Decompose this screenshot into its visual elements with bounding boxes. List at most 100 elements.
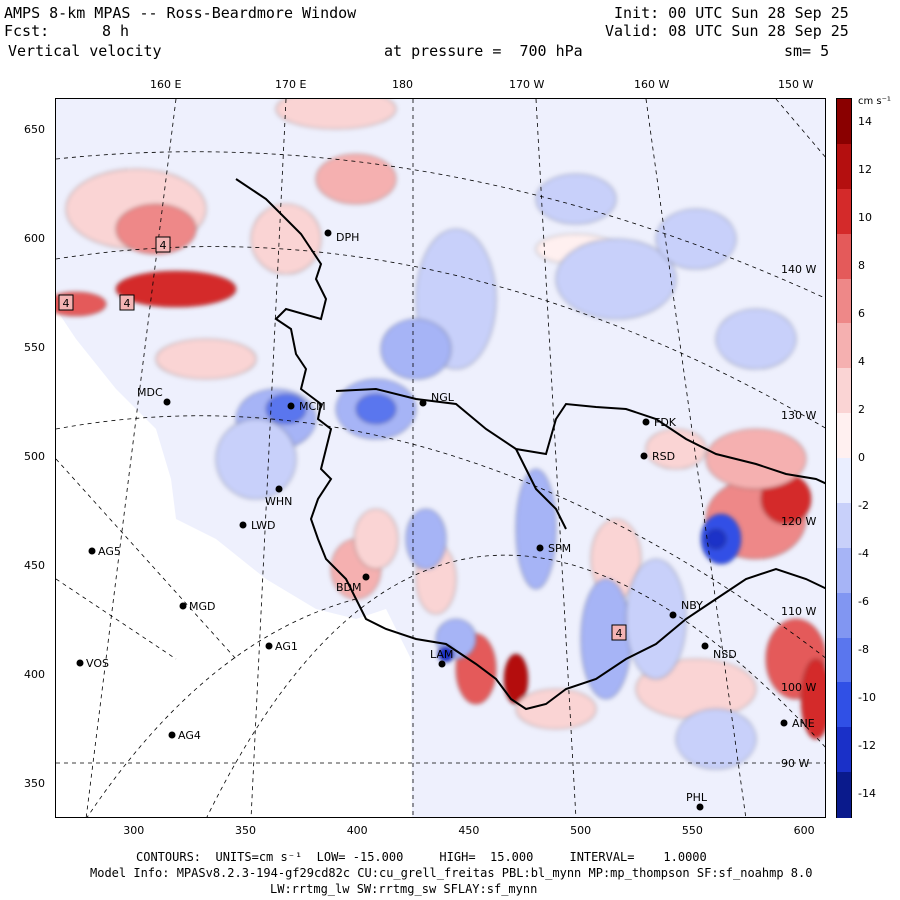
upward-motion-area: [275, 99, 397, 130]
colorbar-tick: 0: [858, 451, 865, 464]
station-dot: [419, 399, 427, 407]
station-markers: MDC MCM NGL FDK RSD WHN LWD AG5 SPM MGD BDM AG1 LAM N…: [76, 229, 815, 811]
downward-motion-area: [555, 238, 677, 320]
downward-motion-area: [405, 508, 447, 570]
station-dot: [179, 602, 187, 610]
downward-motion-area: [215, 418, 297, 500]
y-tick: 350: [24, 777, 45, 791]
longitude-tick: 160 W: [634, 78, 670, 91]
station-dot: [696, 803, 704, 811]
station-label: WHN: [265, 495, 292, 508]
upward-motion-area: [503, 653, 529, 705]
station-dot: [701, 642, 709, 650]
contour-label: 4: [63, 297, 70, 310]
colorbar-segment: [837, 727, 851, 773]
contour-value-labels: 4 4 4 4: [58, 236, 627, 641]
smoothing: sm= 5: [784, 42, 830, 60]
station-dot: [438, 660, 446, 668]
colorbar-segment: [837, 278, 851, 324]
x-tick: 350: [234, 824, 256, 837]
station-label: AG5: [98, 545, 121, 558]
colorbar-tick: 4: [858, 355, 865, 368]
colorbar-tick: 14: [858, 115, 872, 128]
station-dot: [265, 642, 273, 650]
contour-label-box: [119, 294, 135, 311]
longitude-tick: 170 W: [509, 78, 545, 91]
station-dot: [362, 573, 370, 581]
graticule: [56, 99, 825, 817]
upward-motion-area: [250, 203, 322, 275]
colorbar-tick: -2: [858, 499, 869, 512]
station-dot: [780, 719, 788, 727]
y-tick: 550: [24, 340, 45, 354]
station-label: NBY: [681, 599, 703, 612]
station-label: AG1: [275, 640, 298, 653]
colorbar-tick: -8: [858, 643, 869, 656]
colorbar-segment: [837, 99, 851, 145]
station-label: SPM: [548, 542, 571, 555]
colorbar-tick: 12: [858, 163, 872, 176]
longitude-tick: 170 E: [275, 78, 307, 91]
meridian-label: 120 W: [781, 515, 816, 528]
colorbar-segment: [837, 592, 851, 638]
longitude-tick: 180: [392, 78, 413, 91]
station-label: VOS: [86, 657, 109, 670]
colorbar-segment: [837, 188, 851, 235]
colorbar-segment: [837, 143, 851, 190]
colorbar-tick: -12: [858, 739, 876, 752]
colorbar-units: cm s⁻¹: [858, 96, 891, 107]
station-dot: [669, 611, 677, 619]
x-tick: 400: [346, 824, 368, 837]
x-tick: 450: [458, 824, 480, 837]
longitude-tick: 150 W: [778, 78, 814, 91]
contour-label: 4: [160, 239, 167, 252]
upward-motion-area: [315, 153, 397, 205]
meridian-label: 140 W: [781, 263, 816, 276]
color-scale-bar: [836, 98, 852, 818]
meridian-label: 110 W: [781, 605, 816, 618]
colorbar-segment: [837, 233, 851, 279]
downward-motion-area: [380, 318, 452, 380]
station-dot: [168, 731, 176, 739]
valid-time: Valid: 08 UTC Sun 28 Sep 25: [605, 22, 849, 40]
model-info: Model Info: MPASv8.2.3-194-gf29cd82c CU:…: [90, 866, 813, 880]
forecast-label: Fcst:: [4, 22, 50, 40]
colorbar-tick: 8: [858, 259, 865, 272]
station-label: BDM: [336, 581, 362, 594]
station-dot: [642, 418, 650, 426]
upward-motion-area: [705, 428, 807, 490]
colorbar-segment: [837, 547, 851, 594]
station-label: MGD: [189, 600, 216, 613]
downward-motion-area: [675, 708, 757, 770]
contour-label: 4: [616, 627, 623, 640]
y-tick: 600: [24, 231, 45, 245]
missing-data-region: [56, 309, 412, 817]
colorbar-segment: [837, 458, 851, 504]
coastline: [235, 178, 825, 711]
station-label: NGL: [431, 391, 455, 404]
longitude-tick: 160 E: [150, 78, 182, 91]
station-label: MCM: [299, 400, 326, 413]
colorbar-tick: -4: [858, 547, 869, 560]
colorbar-segment: [837, 368, 851, 414]
colorbar-segment: [837, 772, 851, 818]
station-label: LAM: [430, 648, 453, 661]
downward-motion-area: [265, 393, 307, 425]
contour-label-box: [155, 236, 171, 253]
downward-motion-area: [535, 173, 617, 225]
colorbar-tick: 2: [858, 403, 865, 416]
station-dot: [76, 659, 84, 667]
downward-motion-area: [625, 558, 687, 680]
upward-motion-area: [115, 270, 237, 308]
downward-motion-area: [355, 393, 397, 425]
colorbar-segment: [837, 413, 851, 459]
meridian-label: 100 W: [781, 681, 816, 694]
station-dot: [88, 547, 96, 555]
meridian-labels: 140 W 130 W 120 W 110 W 100 W 90 W: [781, 263, 816, 770]
y-tick: 400: [24, 668, 45, 682]
upward-motion-area: [115, 203, 197, 255]
station-dot: [287, 402, 295, 410]
station-label: RSD: [652, 450, 675, 463]
physics-info: LW:rrtmg_lw SW:rrtmg_sw SFLAY:sf_mynn: [270, 882, 538, 896]
upward-motion-area: [800, 658, 825, 740]
